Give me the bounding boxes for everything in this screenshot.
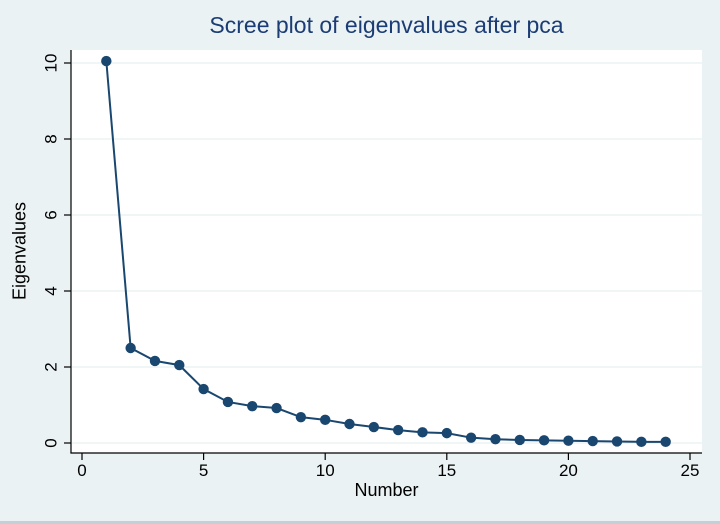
y-tick-label-2: 2 xyxy=(42,362,61,371)
data-point-15 xyxy=(441,427,452,439)
x-tick-label-0: 0 xyxy=(77,461,86,480)
data-point-10 xyxy=(320,414,331,426)
y-tick-label-8: 8 xyxy=(42,134,61,143)
data-point-3 xyxy=(149,355,161,367)
data-point-13 xyxy=(392,424,404,436)
data-point-19 xyxy=(538,435,550,446)
x-tick-label-20: 20 xyxy=(559,461,578,480)
data-point-17 xyxy=(490,434,501,445)
data-point-2 xyxy=(125,342,136,354)
data-point-1 xyxy=(101,55,112,67)
y-tick-label-10: 10 xyxy=(42,54,61,73)
x-tick-label-25: 25 xyxy=(681,461,700,480)
data-point-12 xyxy=(368,421,380,433)
x-tick-label-15: 15 xyxy=(437,461,456,480)
data-point-23 xyxy=(636,436,647,448)
data-point-7 xyxy=(247,400,258,412)
data-point-21 xyxy=(587,435,598,447)
data-point-9 xyxy=(295,411,307,423)
data-point-8 xyxy=(271,402,282,414)
data-point-5 xyxy=(198,383,209,395)
x-tick-label-5: 5 xyxy=(199,461,208,480)
data-point-6 xyxy=(222,396,234,408)
x-tick-label-10: 10 xyxy=(316,461,335,480)
data-point-24 xyxy=(660,436,671,448)
window-border xyxy=(0,521,720,524)
x-axis-label: Number xyxy=(354,480,419,500)
y-tick-label-6: 6 xyxy=(42,210,61,219)
axes xyxy=(64,50,702,460)
plot-region xyxy=(71,50,702,453)
data-point-4 xyxy=(174,359,185,371)
y-tick-label-0: 0 xyxy=(42,438,61,447)
tick-labels: 0 2 4 6 8 10 0 5 10 15 20 25 xyxy=(42,54,700,480)
data-point-16 xyxy=(465,432,477,443)
chart-title: Scree plot of eigenvalues after pca xyxy=(209,12,564,38)
data-point-18 xyxy=(514,434,525,446)
data-series xyxy=(101,55,671,448)
y-tick-label-4: 4 xyxy=(42,286,61,295)
data-point-20 xyxy=(563,435,574,446)
data-point-22 xyxy=(611,436,623,447)
data-point-14 xyxy=(417,427,428,438)
data-point-11 xyxy=(344,418,355,430)
